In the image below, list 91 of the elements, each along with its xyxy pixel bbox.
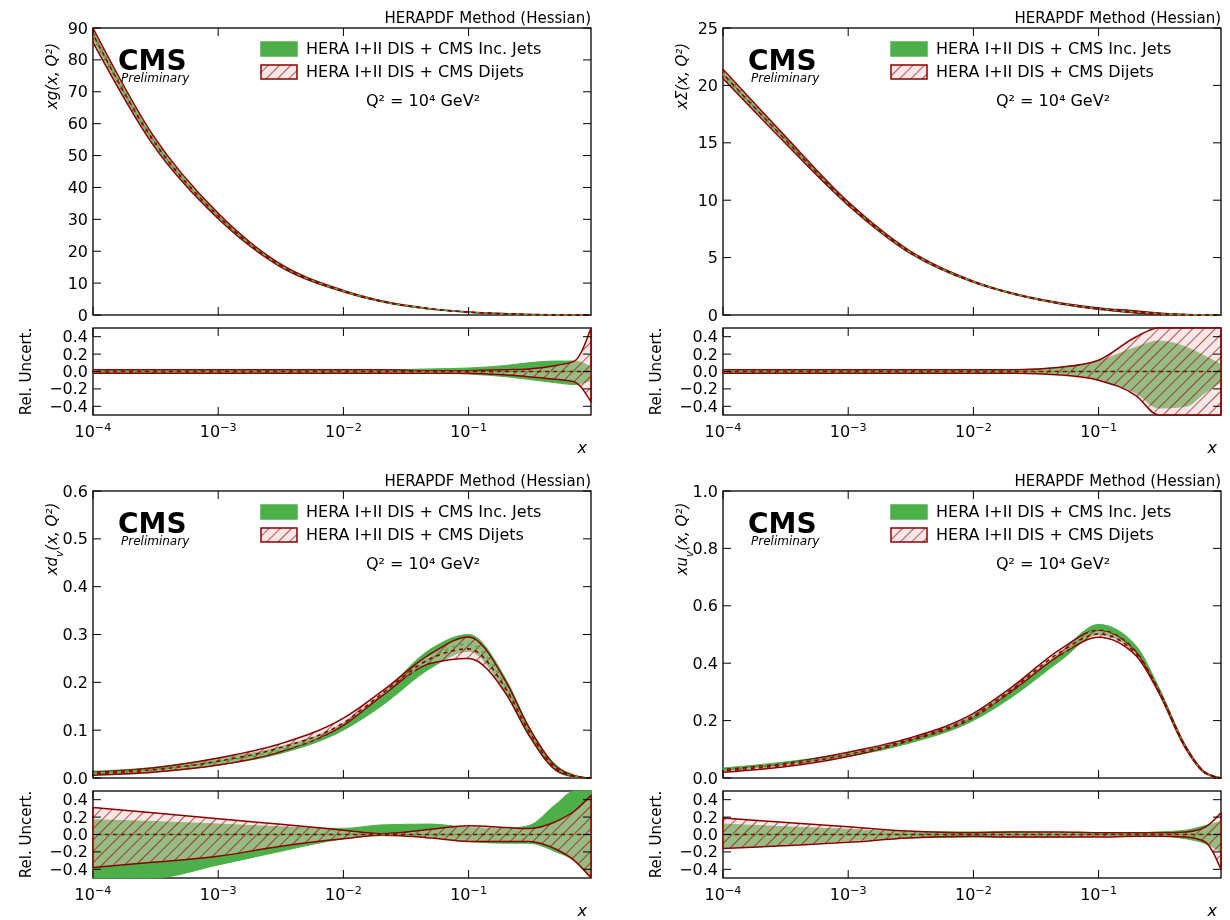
y-tick-label: 5 [707, 248, 718, 268]
y-tick-label: 20 [67, 241, 88, 261]
y-tick-label: 50 [67, 146, 88, 166]
legend-label: HERA I+II DIS + CMS Dijets [936, 62, 1154, 81]
x-tick-label: 10$^{−3}$ [199, 420, 237, 441]
y-tick-label: 0.2 [692, 711, 718, 731]
x-axis-title: x [1206, 901, 1218, 920]
y-axis-title: Rel. Uncert. [647, 327, 665, 416]
annotation: Q² = 10⁴ GeV² [366, 554, 481, 573]
y-tick-label: −0.2 [49, 379, 88, 399]
y-tick-label: 0 [77, 305, 88, 325]
y-tick-label: −0.4 [679, 859, 718, 879]
y-tick-label: −0.4 [679, 396, 718, 416]
x-tick-label: 10$^{−4}$ [74, 420, 112, 441]
chart-title: HERAPDF Method (Hessian) [1014, 9, 1221, 27]
annotation: Q² = 10⁴ GeV² [996, 91, 1111, 110]
y-axis-title: Rel. Uncert. [17, 327, 35, 416]
legend-label: HERA I+II DIS + CMS Inc. Jets [936, 502, 1172, 521]
y-tick-label: 0.2 [62, 807, 88, 827]
x-tick-label: 10$^{−3}$ [829, 883, 867, 904]
legend-label: HERA I+II DIS + CMS Dijets [306, 525, 524, 544]
y-tick-label: 0.4 [692, 327, 718, 347]
legend-label: HERA I+II DIS + CMS Dijets [306, 62, 524, 81]
y-tick-label: −0.4 [49, 396, 88, 416]
y-tick-label: 60 [67, 114, 88, 134]
y-tick-label: 70 [67, 82, 88, 102]
x-axis-title: x [576, 438, 588, 457]
y-axis-title: Rel. Uncert. [647, 790, 665, 879]
x-tick-label: 10$^{−3}$ [199, 883, 237, 904]
x-axis-title: x [576, 901, 588, 920]
x-axis-title: x [1206, 438, 1218, 457]
y-tick-label: 10 [697, 190, 718, 210]
x-tick-label: 10$^{−3}$ [829, 420, 867, 441]
y-tick-label: 0.0 [62, 825, 88, 844]
y-tick-label: 30 [67, 209, 88, 229]
x-tick-label: 10$^{−4}$ [74, 883, 112, 904]
x-tick-label: 10$^{−4}$ [704, 883, 742, 904]
x-tick-label: 10$^{−1}$ [450, 883, 488, 904]
y-tick-label: −0.2 [679, 842, 718, 862]
x-tick-label: 10$^{−4}$ [704, 420, 742, 441]
legend-label: HERA I+II DIS + CMS Dijets [936, 525, 1154, 544]
y-tick-label: −0.2 [49, 842, 88, 862]
x-tick-label: 10$^{−2}$ [954, 883, 992, 904]
y-tick-label: 0.4 [62, 327, 88, 347]
y-tick-label: 90 [67, 18, 88, 38]
annotation: Q² = 10⁴ GeV² [366, 91, 481, 110]
y-tick-label: 40 [67, 177, 88, 197]
legend-label: HERA I+II DIS + CMS Inc. Jets [306, 39, 542, 58]
x-tick-label: 10$^{−2}$ [954, 420, 992, 441]
x-tick-label: 10$^{−1}$ [450, 420, 488, 441]
y-tick-label: 0.0 [62, 768, 88, 788]
y-tick-label: 0.6 [692, 596, 718, 616]
y-tick-label: 25 [697, 18, 718, 38]
y-tick-label: 0.2 [692, 807, 718, 827]
chart-title: HERAPDF Method (Hessian) [384, 9, 591, 27]
y-tick-label: 0.4 [692, 790, 718, 810]
annotation: Q² = 10⁴ GeV² [996, 554, 1111, 573]
y-tick-label: 0.0 [692, 768, 718, 788]
y-tick-label: −0.4 [49, 859, 88, 879]
y-tick-label: 0.1 [62, 720, 88, 740]
y-tick-label: 0.0 [692, 825, 718, 844]
y-axis-title: xg(x, Q²) [43, 42, 61, 111]
x-tick-label: 10$^{−2}$ [324, 420, 362, 441]
x-tick-label: 10$^{−2}$ [324, 883, 362, 904]
chart-title: HERAPDF Method (Hessian) [1014, 472, 1221, 490]
y-tick-label: 20 [697, 75, 718, 95]
y-axis-title: Rel. Uncert. [17, 790, 35, 879]
y-tick-label: 0.4 [62, 577, 88, 597]
y-tick-label: 0.5 [62, 529, 88, 549]
y-tick-label: 1.0 [692, 481, 718, 501]
chart-title: HERAPDF Method (Hessian) [384, 472, 591, 490]
y-tick-label: 0.3 [62, 625, 88, 644]
y-tick-label: 10 [67, 273, 88, 293]
y-tick-label: 0 [707, 305, 718, 325]
x-tick-label: 10$^{−1}$ [1080, 883, 1118, 904]
legend-label: HERA I+II DIS + CMS Inc. Jets [306, 502, 542, 521]
y-tick-label: 80 [67, 50, 88, 70]
y-tick-label: 0.6 [62, 481, 88, 501]
y-tick-label: 0.8 [692, 538, 718, 558]
y-tick-label: 0.2 [692, 344, 718, 364]
y-axis-title: xΣ(x, Q²) [673, 42, 691, 111]
x-tick-label: 10$^{−1}$ [1080, 420, 1118, 441]
y-tick-label: 0.2 [62, 672, 88, 692]
y-tick-label: 0.2 [62, 344, 88, 364]
y-tick-label: 0.4 [692, 653, 718, 673]
legend-label: HERA I+II DIS + CMS Inc. Jets [936, 39, 1172, 58]
y-tick-label: −0.2 [679, 379, 718, 399]
y-tick-label: 0.0 [692, 362, 718, 381]
y-tick-label: 15 [697, 133, 718, 153]
y-tick-label: 0.4 [62, 790, 88, 810]
y-tick-label: 0.0 [62, 362, 88, 381]
